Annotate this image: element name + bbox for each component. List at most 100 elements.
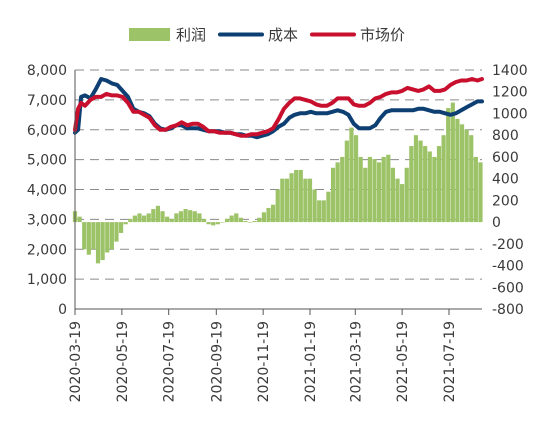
legend-label: 成本 — [268, 26, 298, 44]
x-tick-label: 2021-07-19 — [442, 321, 458, 402]
profit-bar — [77, 216, 82, 223]
right-tick-label: 800 — [492, 128, 519, 144]
profit-bar — [335, 162, 340, 223]
profit-bar — [358, 156, 363, 223]
right-tick-label: -400 — [492, 259, 524, 275]
right-tick-label: 400 — [492, 172, 519, 188]
right-tick-label: 1000 — [492, 106, 528, 122]
profit-bar — [312, 189, 317, 223]
legend-item: 利润 — [129, 26, 206, 44]
line-series — [73, 77, 484, 140]
profit-bar — [326, 191, 331, 223]
profit-bar — [188, 210, 193, 223]
left-axis-ticks: 0 1,000 2,000 3,000 4,000 5,000 6,000 7,000 8,00… — [27, 63, 67, 318]
left-tick-label: 5,000 — [27, 153, 67, 169]
cost-line — [73, 77, 484, 140]
profit-bar — [105, 222, 110, 253]
profit-bar — [91, 222, 96, 250]
profit-bar — [390, 167, 396, 223]
left-tick-label: 8,000 — [27, 63, 67, 79]
profit-bar — [446, 108, 451, 223]
left-tick-label: 4,000 — [27, 183, 67, 199]
profit-bar — [220, 222, 225, 223]
profit-bar — [478, 162, 483, 223]
profit-bar — [450, 102, 455, 223]
profit-bar — [114, 222, 119, 242]
profit-bar — [298, 169, 303, 223]
profit-bar — [321, 200, 326, 223]
profit-bar — [257, 217, 262, 223]
profit-bar — [132, 215, 138, 223]
profit-bar — [436, 146, 442, 223]
profit-bar — [423, 146, 428, 223]
profit-bar — [469, 135, 474, 223]
right-tick-label: 0 — [492, 215, 501, 231]
profit-bar — [229, 215, 234, 223]
profit-bar — [224, 218, 230, 223]
profit-bar — [317, 200, 322, 223]
left-tick-label: 2,000 — [27, 242, 67, 258]
profit-bar — [284, 178, 290, 223]
right-tick-label: 200 — [492, 193, 519, 209]
profit-bar — [178, 211, 184, 223]
profit-bar — [464, 129, 469, 223]
profit-bar — [86, 222, 91, 255]
profit-bar — [169, 218, 174, 223]
left-tick-label: 3,000 — [27, 212, 67, 228]
legend-item: 成本 — [218, 26, 298, 44]
right-tick-label: 1400 — [492, 63, 528, 79]
profit-bar — [160, 211, 165, 223]
x-tick-label: 2020-07-19 — [162, 321, 178, 402]
profit-bar — [137, 213, 142, 223]
profit-bar — [155, 205, 161, 223]
profit-bar — [211, 222, 216, 226]
profit-bar — [427, 151, 432, 223]
left-tick-label: 6,000 — [27, 123, 67, 139]
profit-bar — [441, 135, 446, 223]
profit-bar — [349, 127, 354, 223]
legend-swatch-profit — [129, 28, 170, 41]
market-price-line — [73, 77, 484, 138]
right-tick-label: 1200 — [492, 85, 528, 101]
profit-bar — [261, 212, 267, 223]
profit-bar — [128, 218, 133, 223]
profit-bar — [459, 124, 465, 223]
right-axis-ticks: -800 -600 -400 -200 0 200 400 600 800 1000 1200 140… — [492, 63, 528, 318]
legend-label: 利润 — [176, 26, 206, 44]
profit-bar — [183, 209, 188, 223]
left-tick-label: 7,000 — [27, 93, 67, 109]
x-axis-ticks: 2020-03-19 2020-05-19 2020-07-19 2020-09-19… — [68, 309, 458, 402]
profit-bar — [280, 178, 285, 223]
profit-bar — [201, 218, 207, 223]
profit-bar — [165, 216, 170, 223]
profit-bar — [238, 217, 243, 223]
profit-bar — [109, 222, 114, 250]
left-tick-label: 1,000 — [27, 272, 67, 288]
profit-bar — [215, 222, 220, 225]
profit-bar — [455, 118, 460, 223]
profit-bar — [266, 207, 271, 223]
profit-bar — [243, 221, 248, 223]
profit-bar — [151, 209, 156, 223]
profit-bar — [413, 135, 419, 223]
profit-bar — [247, 222, 253, 223]
profit-bar — [432, 156, 437, 223]
x-tick-label: 2021-01-19 — [303, 321, 319, 402]
profit-bar — [409, 146, 414, 223]
x-tick-label: 2020-11-19 — [256, 321, 272, 402]
profit-bar — [307, 178, 313, 223]
chart-legend: 利润 成本 市场价 — [129, 26, 405, 44]
profit-bar — [142, 215, 147, 223]
legend-item: 市场价 — [310, 26, 405, 44]
profit-bar — [363, 167, 368, 223]
profit-bar — [197, 213, 202, 223]
profit-bar — [118, 222, 124, 233]
profit-bar — [404, 167, 409, 223]
profit-bar — [275, 189, 280, 223]
profit-bar — [100, 222, 105, 261]
profit-bar — [192, 211, 197, 223]
left-tick-label: 0 — [58, 302, 67, 318]
right-tick-label: -800 — [492, 302, 524, 318]
profit-bar — [82, 222, 87, 250]
profit-bar — [206, 222, 211, 225]
